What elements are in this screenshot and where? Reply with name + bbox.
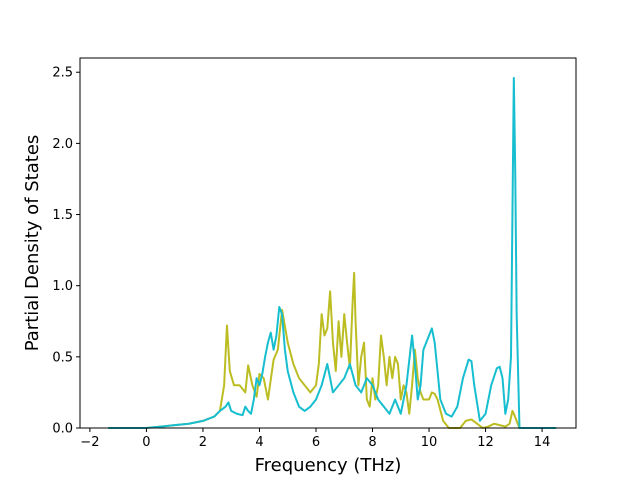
- axes-frame: [79, 57, 577, 429]
- y-tick-label: 2.0: [52, 137, 73, 152]
- x-tick-label: 6: [312, 435, 320, 450]
- x-tick-label: 14: [534, 435, 551, 450]
- y-tick-label: 0.5: [52, 350, 73, 365]
- x-tick-label: 4: [255, 435, 263, 450]
- x-tick-label: 0: [142, 435, 150, 450]
- y-tick-label: 1.5: [52, 208, 73, 223]
- y-axis-ticks: 0.0 0.5 1.0 1.5 2.0 2.5: [52, 66, 80, 437]
- x-axis-ticks: −2 0 2 4 6 8 10 12 14: [80, 428, 550, 450]
- y-tick-label: 0.0: [52, 422, 73, 437]
- x-tick-label: 10: [421, 435, 438, 450]
- y-tick-label: 2.5: [52, 66, 73, 81]
- y-axis-label: Partial Density of States: [22, 135, 43, 352]
- x-tick-label: 8: [368, 435, 376, 450]
- y-tick-label: 1.0: [52, 279, 73, 294]
- x-tick-label: −2: [80, 435, 99, 450]
- x-axis-label: Frequency (THz): [255, 455, 402, 476]
- x-tick-label: 12: [477, 435, 494, 450]
- pdos-series-1-line: [108, 76, 557, 429]
- x-tick-label: 2: [199, 435, 207, 450]
